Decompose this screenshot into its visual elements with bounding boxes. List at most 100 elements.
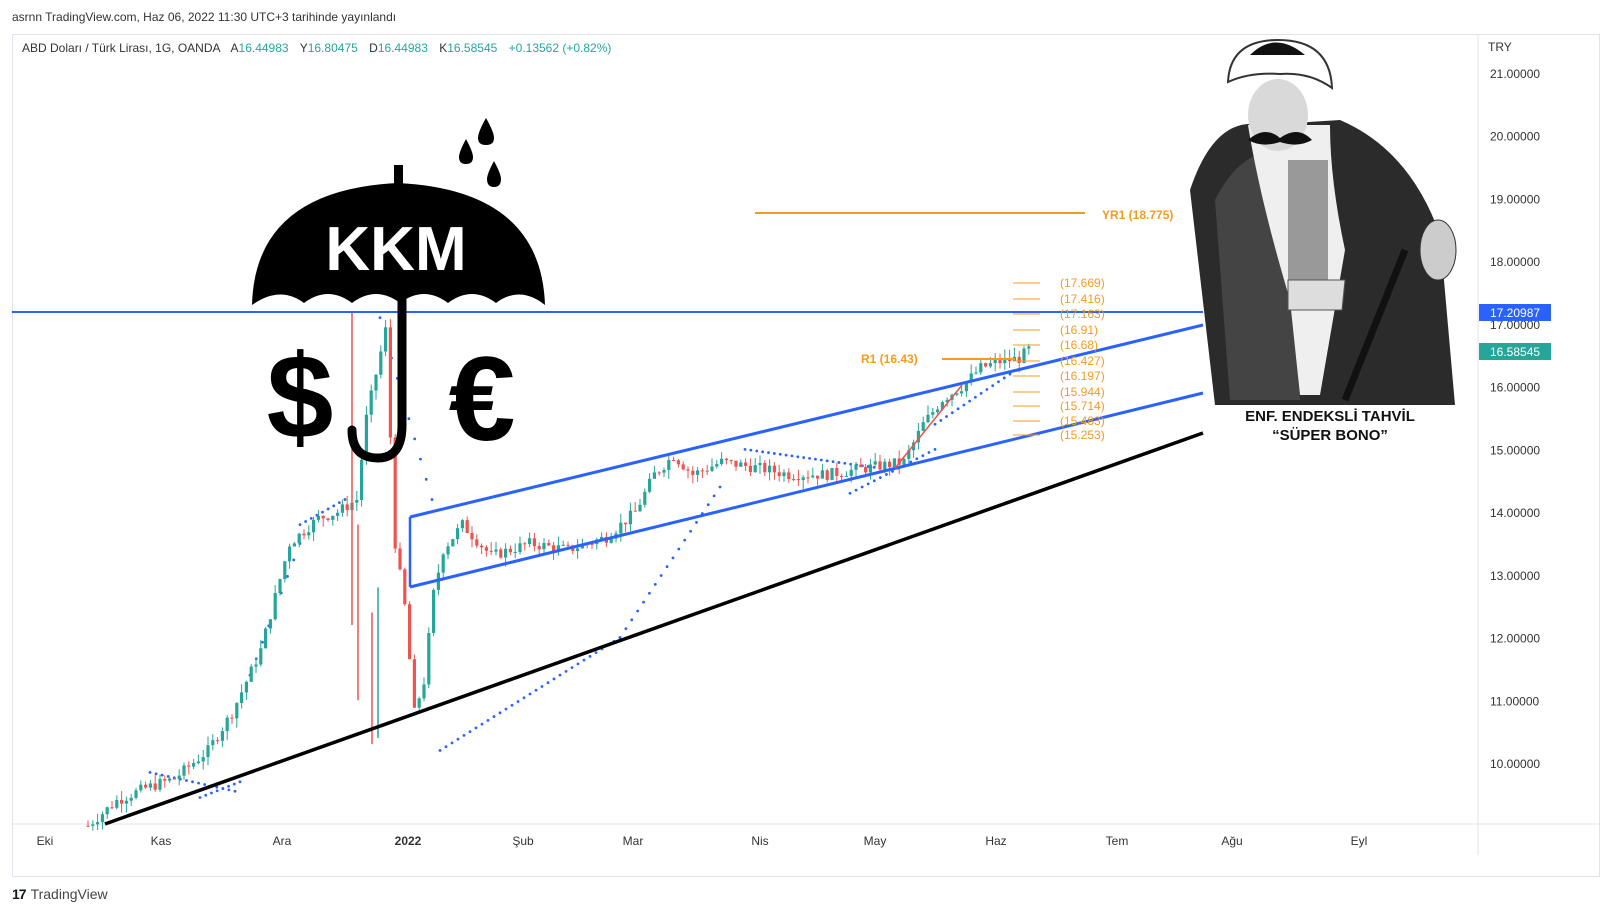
channel-lower-line[interactable] [409,391,1204,589]
sar-dot [743,447,747,451]
legend-symbol: ABD Doları / Türk Lirası, 1G, OANDA A16.… [22,41,611,55]
candle-body [360,459,364,501]
tradingview-logo[interactable]: 17 TradingView [12,886,108,902]
sar-dot [424,477,428,481]
candle-body [417,698,421,708]
candle-body [244,681,248,693]
candle-body [144,784,148,788]
candle-body [830,468,834,480]
sar-dot [878,476,882,479]
candle-body [854,464,858,470]
candle-body [734,460,738,467]
sar-dot [528,692,532,696]
time-tick-label: Ara [273,834,292,848]
time-axis-ticks: Eki Kas Ara 2022 Şub Mar Nis May Haz Tem Ağu Eyl [37,834,1368,848]
candle-body [652,472,656,479]
candle-body [600,536,604,540]
sar-dot [677,547,681,551]
raindrop-icon [459,139,473,164]
candle-body [758,462,762,466]
candle-body [820,470,824,479]
caption-line1: ENF. ENDEKSLİ TAHVİL [1245,408,1415,425]
time-tick-label: Haz [985,834,1006,848]
fib-levels: (17.669) (17.416)(17.163) (16.91)(16.68) (1… [1013,276,1105,442]
long-term-trendline[interactable] [104,431,1204,826]
price-tick-label: 20.00000 [1490,130,1540,144]
fib-label: (15.944) [1060,385,1105,399]
candle-body [676,460,680,465]
candle-body [374,374,378,391]
sar-dot [546,681,550,685]
sar-dot [166,775,170,778]
sar-dot [825,459,829,463]
sar-dot [419,457,422,461]
candle-body [201,757,205,762]
candle-body [835,468,839,476]
candle-body [993,359,997,364]
candle-body [960,391,964,394]
sar-dot [1002,376,1006,380]
channel-upper-line[interactable] [409,323,1204,519]
sar-dot [261,640,264,644]
fib-label: (15.253) [1060,428,1105,442]
candle-body [115,799,119,808]
fib-label: (16.427) [1060,354,1105,368]
sar-dot [784,453,788,457]
sar-dot [979,391,983,395]
candle-body [892,458,896,468]
candle-body [259,648,263,665]
candle-body [345,504,349,511]
fib-label: (16.197) [1060,369,1105,383]
sar-dot [504,707,508,711]
price-tag-teal: 16.58545 [1490,345,1540,359]
sar-dot [468,730,472,734]
candle-body [744,462,748,466]
candle-body [806,477,810,479]
candle-body [168,778,172,781]
candle-body [528,538,532,545]
sar-dot [718,485,722,489]
sar-dot [474,726,478,730]
candle-body [849,469,853,476]
candle-body [739,462,743,467]
tradingview-logo-text: TradingView [30,886,108,902]
candle-body [715,464,719,467]
legend-change: +0.13562 (+0.82%) [509,41,612,55]
sar-dots [148,316,1012,799]
sar-dot [831,460,835,464]
candle-body [686,469,690,471]
candle-body [446,546,450,555]
candle-body [288,546,292,562]
candle-body [422,684,426,699]
price-tick-label: 13.00000 [1490,569,1540,583]
candle-body [211,740,215,746]
candle-body [398,548,402,570]
sar-dot [558,673,562,677]
candle-body [316,515,320,520]
sar-dot [378,316,382,320]
candle-body [240,692,244,704]
candle-body [158,779,162,790]
sar-dot [683,538,687,542]
sar-dot [582,658,586,662]
candle-body [100,814,104,823]
fib-label: (16.91) [1060,323,1098,337]
candle-body [302,533,306,536]
candle-body [441,554,445,573]
candle-body [844,475,848,477]
sar-dot [761,450,765,454]
candle-body [1017,356,1021,363]
sar-dot [570,666,574,670]
sar-dot [227,788,231,792]
candle-body [220,731,224,741]
hand [1419,219,1457,281]
sar-dot [712,494,716,498]
candle-body [91,824,95,826]
candle-body [508,548,512,553]
candle-body [576,548,580,552]
sar-dot [227,784,230,788]
candle-body [182,765,186,776]
sash [1287,279,1346,311]
sar-dot [885,473,888,476]
